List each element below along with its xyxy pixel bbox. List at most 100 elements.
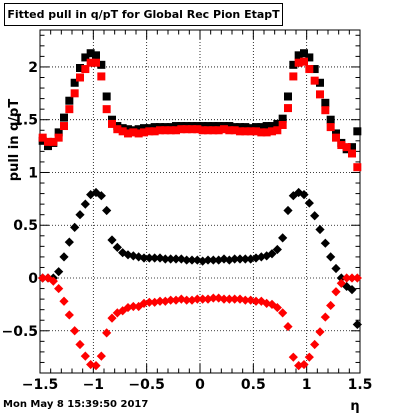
data-point <box>348 149 356 158</box>
data-point <box>326 123 335 132</box>
data-point <box>320 312 330 322</box>
data-point <box>283 321 293 332</box>
series-3 <box>38 273 362 371</box>
data-point <box>236 123 244 132</box>
data-point <box>240 295 250 305</box>
data-point <box>214 122 223 131</box>
grid <box>40 30 360 373</box>
data-point <box>123 250 133 260</box>
data-point <box>273 119 282 128</box>
data-point <box>299 190 309 200</box>
y-tick-label: 1.5 <box>13 113 38 129</box>
data-point <box>70 326 80 336</box>
data-point <box>49 137 58 146</box>
data-point <box>38 273 48 283</box>
data-series <box>38 49 362 371</box>
data-point <box>278 308 288 318</box>
data-point <box>272 302 282 313</box>
data-point <box>203 294 213 304</box>
data-point <box>268 122 276 131</box>
data-point <box>240 254 250 264</box>
data-point <box>96 191 106 201</box>
data-point <box>294 58 303 67</box>
data-point <box>134 129 143 138</box>
data-point <box>348 143 356 152</box>
data-point <box>64 310 74 320</box>
data-point <box>342 273 352 283</box>
data-point <box>310 76 319 85</box>
data-point <box>320 238 330 248</box>
data-point <box>70 222 80 232</box>
data-point <box>54 133 63 142</box>
data-point <box>54 128 63 137</box>
data-point <box>310 211 320 221</box>
data-point <box>113 125 122 134</box>
data-point <box>284 92 292 101</box>
data-point <box>150 127 159 136</box>
data-point <box>75 339 85 350</box>
x-tick-label: 1 <box>302 377 312 393</box>
data-point <box>198 122 207 131</box>
data-point <box>59 252 69 262</box>
data-point <box>193 125 202 134</box>
data-point <box>353 127 362 136</box>
data-point <box>278 120 287 129</box>
data-point <box>220 125 228 134</box>
data-point <box>316 78 324 87</box>
data-point <box>300 57 308 66</box>
data-point <box>204 122 212 131</box>
data-point <box>112 242 122 253</box>
data-point <box>108 115 116 124</box>
data-point <box>187 255 197 265</box>
data-point <box>81 65 90 74</box>
data-point <box>102 92 111 101</box>
data-point <box>347 273 357 283</box>
data-point <box>97 60 106 69</box>
data-point <box>294 187 304 198</box>
data-point <box>272 244 282 255</box>
data-point <box>251 296 261 306</box>
y-axis-label: pull in q/pT <box>7 99 22 182</box>
data-point <box>299 359 309 370</box>
data-point <box>321 98 330 107</box>
data-point <box>208 255 218 265</box>
data-point <box>134 301 144 312</box>
data-point <box>315 327 325 337</box>
data-point <box>278 114 287 123</box>
data-point <box>81 53 90 62</box>
data-point <box>224 294 234 304</box>
chart-title: Fitted pull in q/pT for Global Rec Pion … <box>7 8 280 21</box>
data-point <box>198 294 208 304</box>
data-point <box>60 122 68 131</box>
data-point <box>235 254 245 264</box>
data-point <box>230 294 240 304</box>
data-point <box>331 287 341 297</box>
data-point <box>44 142 52 151</box>
data-point <box>241 123 250 132</box>
data-point <box>198 126 207 135</box>
data-point <box>209 126 218 135</box>
data-point <box>192 294 202 304</box>
data-point <box>59 296 69 306</box>
data-point <box>172 126 180 135</box>
data-point <box>342 281 352 292</box>
data-point <box>124 129 132 138</box>
data-point <box>204 126 212 135</box>
data-point <box>161 126 170 135</box>
data-point <box>262 122 271 131</box>
data-point <box>241 127 250 136</box>
data-point <box>70 89 79 98</box>
data-point <box>310 339 320 350</box>
data-point <box>289 72 298 81</box>
data-point <box>225 126 234 135</box>
data-point <box>198 256 208 266</box>
data-point <box>44 137 52 146</box>
data-point <box>326 252 336 262</box>
data-point <box>262 298 272 308</box>
data-point <box>188 125 196 134</box>
data-point <box>160 254 170 264</box>
data-point <box>342 143 351 152</box>
data-point <box>321 106 330 115</box>
x-tick-labels: −1.5 −1 −0.5 0 0.5 1 1.5 <box>22 377 373 393</box>
